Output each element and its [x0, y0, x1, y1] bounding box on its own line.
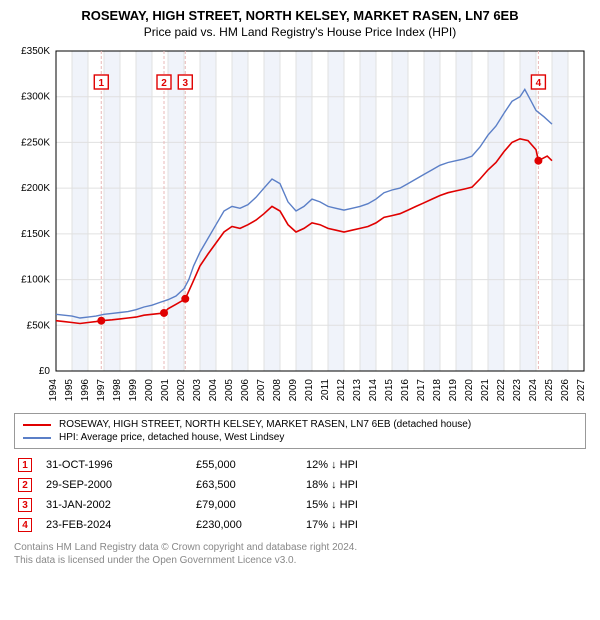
sale-point-date: 31-JAN-2002	[46, 499, 196, 511]
sale-point-date: 23-FEB-2024	[46, 519, 196, 531]
sale-point-marker: 4	[18, 518, 32, 532]
chart-svg: £0 £50K £100K £150K £200K £250K £300K £350K 1994…	[10, 45, 590, 405]
svg-text:1994: 1994	[48, 379, 59, 402]
svg-text:3: 3	[182, 78, 188, 89]
svg-text:4: 4	[536, 78, 542, 89]
svg-text:1995: 1995	[64, 379, 75, 402]
svg-text:2027: 2027	[576, 379, 587, 402]
sale-points-table: 1 31-OCT-1996£55,00012% ↓ HPI 2 29-SEP-2000…	[14, 455, 586, 535]
sale-point-price: £79,000	[196, 499, 306, 511]
sale-point-date: 31-OCT-1996	[46, 459, 196, 471]
svg-text:2002: 2002	[176, 379, 187, 402]
sale-point-delta: 15% ↓ HPI	[306, 499, 426, 511]
chart-title: ROSEWAY, HIGH STREET, NORTH KELSEY, MARK…	[10, 8, 590, 23]
footer-line-1: Contains HM Land Registry data © Crown c…	[14, 541, 586, 554]
sale-point-price: £63,500	[196, 479, 306, 491]
svg-text:2006: 2006	[240, 379, 251, 402]
svg-text:£50K: £50K	[27, 320, 51, 331]
footer-line-2: This data is licensed under the Open Gov…	[14, 554, 586, 567]
svg-text:2001: 2001	[160, 379, 171, 402]
svg-text:£300K: £300K	[21, 92, 50, 103]
sale-point-row: 3 31-JAN-2002£79,00015% ↓ HPI	[14, 495, 586, 515]
svg-text:1996: 1996	[80, 379, 91, 402]
svg-text:2000: 2000	[144, 379, 155, 402]
svg-text:2003: 2003	[192, 379, 203, 402]
legend-label: ROSEWAY, HIGH STREET, NORTH KELSEY, MARK…	[59, 419, 471, 430]
sale-point-marker: 1	[18, 458, 32, 472]
legend-label: HPI: Average price, detached house, West…	[59, 432, 284, 443]
svg-text:2016: 2016	[400, 379, 411, 402]
sale-point-row: 1 31-OCT-1996£55,00012% ↓ HPI	[14, 455, 586, 475]
legend: ROSEWAY, HIGH STREET, NORTH KELSEY, MARK…	[14, 413, 586, 449]
svg-text:2025: 2025	[544, 379, 555, 402]
svg-text:2005: 2005	[224, 379, 235, 402]
svg-text:2026: 2026	[560, 379, 571, 402]
svg-text:2: 2	[161, 78, 167, 89]
svg-text:2018: 2018	[432, 379, 443, 402]
sale-point-price: £55,000	[196, 459, 306, 471]
svg-text:1997: 1997	[96, 379, 107, 402]
svg-text:2012: 2012	[336, 379, 347, 402]
legend-item: ROSEWAY, HIGH STREET, NORTH KELSEY, MARK…	[23, 418, 577, 431]
svg-text:2019: 2019	[448, 379, 459, 402]
legend-item: HPI: Average price, detached house, West…	[23, 431, 577, 444]
svg-text:2020: 2020	[464, 379, 475, 402]
svg-text:£350K: £350K	[21, 46, 50, 57]
sale-point-delta: 18% ↓ HPI	[306, 479, 426, 491]
sale-point-delta: 12% ↓ HPI	[306, 459, 426, 471]
sale-point-marker: 2	[18, 478, 32, 492]
legend-swatch	[23, 424, 51, 426]
sale-point-marker: 3	[18, 498, 32, 512]
svg-text:2023: 2023	[512, 379, 523, 402]
sale-point-row: 2 29-SEP-2000£63,50018% ↓ HPI	[14, 475, 586, 495]
svg-text:2021: 2021	[480, 379, 491, 402]
svg-text:2011: 2011	[320, 379, 331, 401]
footer-attribution: Contains HM Land Registry data © Crown c…	[14, 541, 586, 567]
svg-text:2014: 2014	[368, 379, 379, 402]
sale-point-row: 4 23-FEB-2024£230,00017% ↓ HPI	[14, 515, 586, 535]
svg-text:2024: 2024	[528, 379, 539, 402]
svg-text:2009: 2009	[288, 379, 299, 402]
sale-point-date: 29-SEP-2000	[46, 479, 196, 491]
svg-text:1998: 1998	[112, 379, 123, 402]
svg-text:2015: 2015	[384, 379, 395, 402]
svg-text:£200K: £200K	[21, 183, 50, 194]
svg-text:2017: 2017	[416, 379, 427, 402]
svg-text:2010: 2010	[304, 379, 315, 402]
svg-text:2022: 2022	[496, 379, 507, 402]
svg-text:2013: 2013	[352, 379, 363, 402]
svg-text:£150K: £150K	[21, 229, 50, 240]
svg-text:1: 1	[98, 78, 104, 89]
chart-subtitle: Price paid vs. HM Land Registry's House …	[10, 25, 590, 39]
sale-point-price: £230,000	[196, 519, 306, 531]
chart-plot: £0 £50K £100K £150K £200K £250K £300K £350K 1994…	[10, 45, 590, 405]
svg-text:£0: £0	[39, 366, 51, 377]
sale-point-delta: 17% ↓ HPI	[306, 519, 426, 531]
svg-text:£250K: £250K	[21, 137, 50, 148]
legend-swatch	[23, 437, 51, 439]
chart-container: ROSEWAY, HIGH STREET, NORTH KELSEY, MARK…	[0, 0, 600, 577]
svg-text:2008: 2008	[272, 379, 283, 402]
svg-text:£100K: £100K	[21, 275, 50, 286]
svg-text:2004: 2004	[208, 379, 219, 402]
svg-text:2007: 2007	[256, 379, 267, 402]
svg-text:1999: 1999	[128, 379, 139, 402]
